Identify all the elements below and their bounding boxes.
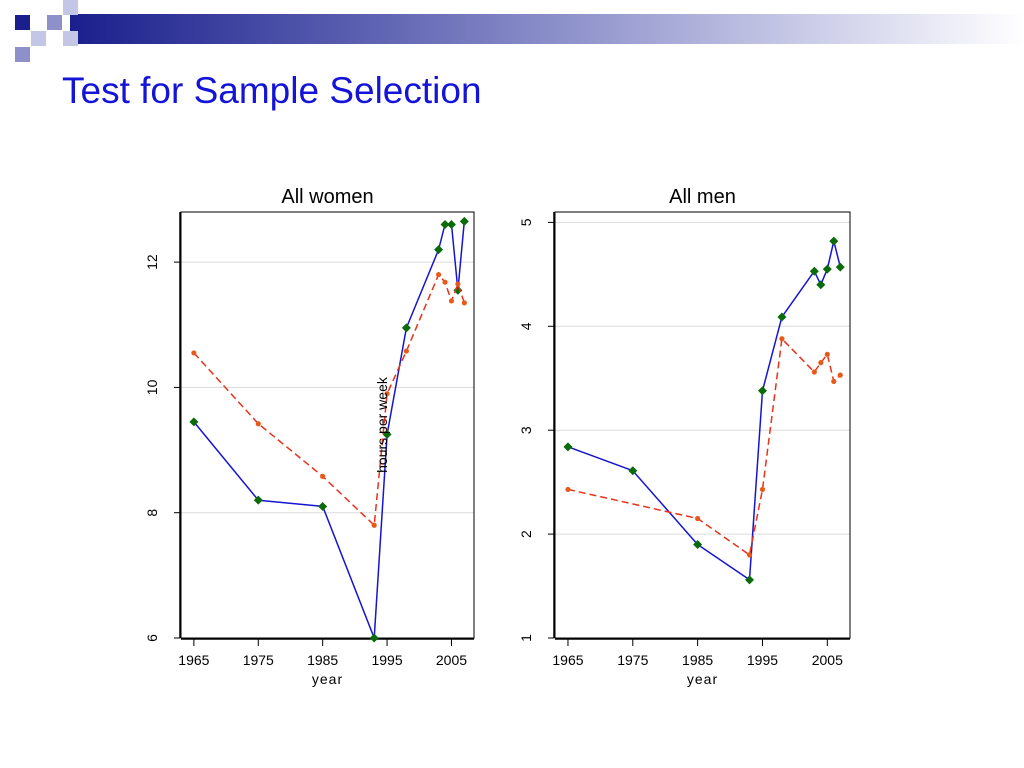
deco-square-dark xyxy=(15,15,30,30)
chart-2-x-tick-label: 1975 xyxy=(617,652,648,668)
chart-2-series-1-line xyxy=(567,240,842,581)
chart-1-series-2-point xyxy=(442,279,448,285)
chart-2-series-2-point xyxy=(565,486,571,493)
chart-2-series-2-point xyxy=(837,372,843,378)
chart-1-series-2-point xyxy=(384,391,390,397)
chart-2-y-tick-label: 5 xyxy=(518,218,534,226)
deco-square-light-3 xyxy=(63,31,78,46)
deco-square-mid xyxy=(47,15,62,30)
chart-2-series-1-point xyxy=(822,264,832,274)
chart-2-series-1-point xyxy=(809,266,819,276)
chart-1-series-2-point xyxy=(403,348,409,354)
chart-1-series-1-point xyxy=(434,245,444,255)
chart-1-series-1-point xyxy=(440,220,450,230)
chart-2-series-1-point xyxy=(816,280,826,290)
chart-1-series-1-point xyxy=(369,633,379,643)
chart-2-series-1-point xyxy=(745,575,755,585)
chart-1-series-1-point xyxy=(253,495,263,505)
chart-2-series-2-point xyxy=(746,552,753,558)
chart-2-x-tick-label: 1995 xyxy=(747,652,778,668)
chart-1-y-tick-label: 12 xyxy=(144,254,160,270)
chart-1-y-tick-label: 10 xyxy=(144,379,160,395)
chart-1-series-1-point xyxy=(382,429,392,439)
chart-1-x-tick-label: 1985 xyxy=(307,652,338,668)
deco-square-mid-2 xyxy=(15,47,30,62)
chart-2-series-1-point xyxy=(829,236,839,246)
chart-2-x-tick-label: 2005 xyxy=(812,652,843,668)
chart-2-x-tick-label: 1965 xyxy=(552,652,583,668)
chart-2-x-axis-label: year xyxy=(687,671,718,687)
chart-1-x-tick-label: 1965 xyxy=(178,652,209,668)
slide-title: Test for Sample Selection xyxy=(62,70,482,111)
chart-1-series-2-point xyxy=(371,522,377,528)
chart-1-x-tick-label: 1995 xyxy=(371,652,402,668)
deco-square-light xyxy=(63,0,78,15)
header-gradient-band xyxy=(70,14,1024,44)
chart-1-series-2-line xyxy=(193,273,466,526)
y-axis-label: hours per week xyxy=(374,377,390,473)
chart-2-series-2-point xyxy=(831,378,837,384)
chart-2-series-2-point xyxy=(811,369,817,375)
chart-2-plot-frame xyxy=(554,211,851,639)
chart-1-series-2-point xyxy=(255,421,261,427)
chart-1-series-1-point xyxy=(189,417,199,427)
chart-1-series-2-point xyxy=(455,281,461,287)
chart-1-title: All women xyxy=(281,186,373,208)
chart-2-series-2-line xyxy=(567,338,841,556)
chart-2-y-tick-label: 1 xyxy=(518,634,534,642)
chart-1-plot-frame xyxy=(180,211,475,639)
chart-1-series-2-point xyxy=(448,298,455,304)
chart-1-x-axis-label: year xyxy=(312,671,343,687)
chart-1-x-tick-label: 1975 xyxy=(243,652,274,668)
chart-1-y-tick-label: 8 xyxy=(144,509,160,517)
chart-2-y-tick-label: 2 xyxy=(518,530,534,538)
chart-1-y-tick-label: 6 xyxy=(144,634,160,642)
chart-2-series-1-point xyxy=(563,442,573,452)
chart-1-series-2-point xyxy=(461,300,467,306)
chart-2-series-2-point xyxy=(818,360,824,366)
chart-1-series-2-point xyxy=(320,473,326,479)
chart-2-series-1-point xyxy=(693,539,703,549)
chart-2-series-1-point xyxy=(777,312,787,322)
chart-2-y-tick-label: 3 xyxy=(518,426,534,434)
chart-1-series-1-point xyxy=(446,220,456,230)
chart-2-y-tick-label: 4 xyxy=(518,322,534,330)
chart-1-x-tick-label: 2005 xyxy=(436,652,467,668)
chart-2-title: All men xyxy=(669,186,736,208)
chart-2-series-2-point xyxy=(695,515,701,522)
chart-2-series-1-point xyxy=(757,386,767,396)
chart-1-series-1-point xyxy=(459,216,469,226)
chart-2-series-2-point xyxy=(779,336,785,342)
chart-2-series-2-point xyxy=(759,486,766,493)
chart-1-series-2-point xyxy=(191,350,197,356)
deco-square-light-2 xyxy=(31,31,46,46)
chart-2-series-1-point xyxy=(628,466,638,476)
chart-2-series-2-point xyxy=(824,351,830,357)
chart-1-series-2-point xyxy=(435,272,442,278)
chart-1-series-1-point xyxy=(401,323,411,333)
chart-2-series-1-point xyxy=(835,262,845,272)
chart-1-series-1-line xyxy=(193,221,466,639)
chart-1-series-1-point xyxy=(318,501,328,511)
chart-2-x-tick-label: 1985 xyxy=(682,652,713,668)
